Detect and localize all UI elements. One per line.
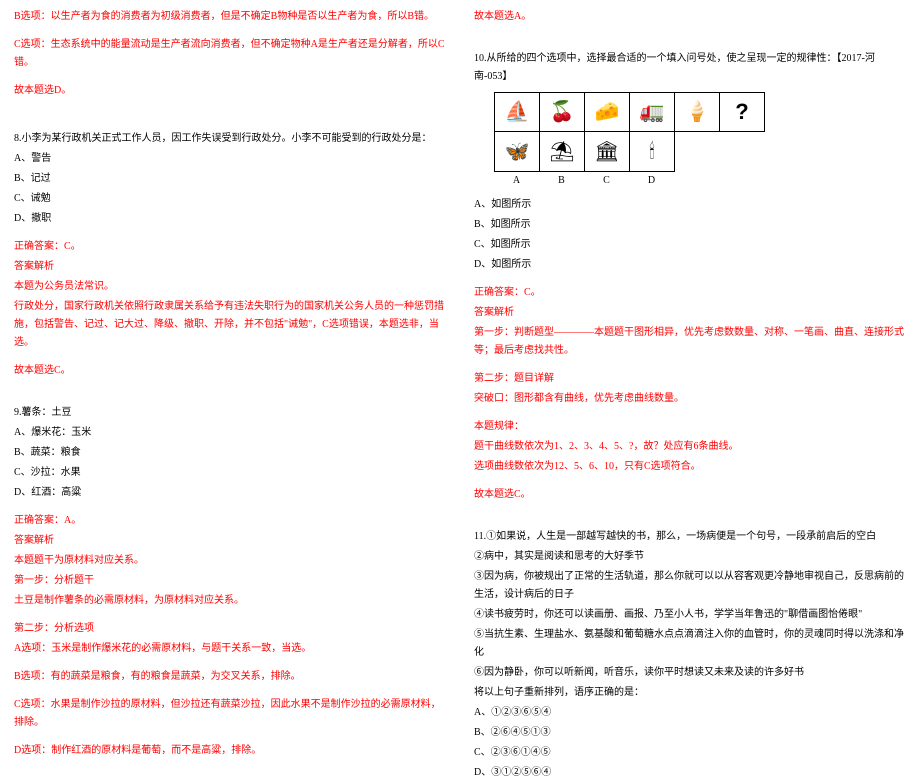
q8-answer: 正确答案：C。 bbox=[14, 238, 446, 256]
answer-d: 故本题选D。 bbox=[14, 82, 446, 100]
fig-cell: ⛵ bbox=[495, 92, 540, 132]
fig-cell: 🧀 bbox=[585, 92, 630, 132]
q8-opt-b: B、记过 bbox=[14, 170, 446, 188]
q11-line5: ⑤当抗生素、生理盐水、氨基酸和葡萄糖水点点滴滴注入你的血管时，你的灵魂同时得以洗… bbox=[474, 626, 906, 662]
q8-opt-d: D、撤职 bbox=[14, 210, 446, 228]
q9-opt-d: D、红酒：高粱 bbox=[14, 484, 446, 502]
q10-jx-head: 答案解析 bbox=[474, 304, 906, 322]
q9-step1: 第一步：分析题干 bbox=[14, 572, 446, 590]
q11-line4: ④读书疲劳时，你还可以读画册、画报、乃至小人书，学学当年鲁迅的"聊借画图怡倦眼" bbox=[474, 606, 906, 624]
q10-opt-d: D、如图所示 bbox=[474, 256, 906, 274]
q11-line7: 将以上句子重新排列，语序正确的是： bbox=[474, 684, 906, 702]
q9-answer: 正确答案：A。 bbox=[14, 512, 446, 530]
q10-step1: 第一步：判断题型————本题题干图形相异，优先考虑数数量、对称、一笔画、曲直、连… bbox=[474, 324, 906, 360]
q11-line1: 11.①如果说，人生是一部越写越快的书，那么，一场病便是一个句号，一段承前启后的… bbox=[474, 528, 906, 546]
right-column: 故本题选A。 10.从所给的四个选项中，选择最合适的一个填入问号处，使之呈现一定… bbox=[460, 0, 920, 651]
q9-step2: 第二步：分析选项 bbox=[14, 620, 446, 638]
q9-opt-b: B、蔬菜：粮食 bbox=[14, 444, 446, 462]
q11-opt-c: C、②③⑥①④⑤ bbox=[474, 744, 906, 762]
q10-answer: 正确答案：C。 bbox=[474, 284, 906, 302]
q11-line3: ③因为病，你被规出了正常的生活轨道，那么你就可以以从容客观更冷静地审视自己，反思… bbox=[474, 568, 906, 604]
q10-step2: 第二步：题目详解 bbox=[474, 370, 906, 388]
figure-row1: ⛵ 🍒 🧀 🚛 🍦 ? bbox=[494, 92, 765, 132]
q11-opt-d: D、③①②⑤⑥④ bbox=[474, 764, 906, 782]
figure-labels: A B C D bbox=[494, 172, 674, 190]
fig-cell: ⛱ bbox=[540, 132, 585, 172]
q9-c-exp: C选项：水果是制作沙拉的原材料，但沙拉还有蔬菜沙拉，因此水果不是制作沙拉的必需原… bbox=[14, 696, 446, 732]
q9-stem: 9.薯条：土豆 bbox=[14, 404, 446, 422]
option-b-exp: B选项：以生产者为食的消费者为初级消费者，但是不确定B物种是否以生产者为食，所以… bbox=[14, 8, 446, 26]
left-column: B选项：以生产者为食的消费者为初级消费者，但是不确定B物种是否以生产者为食，所以… bbox=[0, 0, 460, 651]
fig-label: B bbox=[539, 172, 584, 190]
q9-jx1: 本题题干为原材料对应关系。 bbox=[14, 552, 446, 570]
q9-opt-c: C、沙拉：水果 bbox=[14, 464, 446, 482]
fig-cell: 🚛 bbox=[630, 92, 675, 132]
fig-label: C bbox=[584, 172, 629, 190]
q10-breakthrough: 突破口：图形都含有曲线，优先考虑曲线数量。 bbox=[474, 390, 906, 408]
q8-stem: 8.小李为某行政机关正式工作人员，因工作失误受到行政处分。小李不可能受到的行政处… bbox=[14, 130, 446, 148]
q10-opt-b: B、如图所示 bbox=[474, 216, 906, 234]
q9-jx-head: 答案解析 bbox=[14, 532, 446, 550]
figure-row2: 🦋 ⛱ 🏛 🕯 bbox=[494, 132, 675, 172]
q8-conclusion: 故本题选C。 bbox=[14, 362, 446, 380]
fig-label: D bbox=[629, 172, 674, 190]
q9-step1-text: 土豆是制作薯条的必需原材料，为原材料对应关系。 bbox=[14, 592, 446, 610]
fig-cell: 🍦 bbox=[675, 92, 720, 132]
q11-opt-b: B、②⑥④⑤①③ bbox=[474, 724, 906, 742]
q8-jx1: 本题为公务员法常识。 bbox=[14, 278, 446, 296]
q10-conclusion: 故本题选C。 bbox=[474, 486, 906, 504]
q11-line2: ②病中，其实是阅读和思考的大好季节 bbox=[474, 548, 906, 566]
q10-rule1: 题干曲线数依次为1、2、3、4、5、?，故？处应有6条曲线。 bbox=[474, 438, 906, 456]
q10-figure: ⛵ 🍒 🧀 🚛 🍦 ? 🦋 ⛱ 🏛 🕯 A B C D bbox=[494, 92, 906, 190]
option-c-exp: C选项：生态系统中的能量流动是生产者流向消费者，但不确定物种A是生产者还是分解者… bbox=[14, 36, 446, 72]
q11-line6: ⑥因为静卧，你可以听新闻，听音乐，读你平时想读又未来及读的许多好书 bbox=[474, 664, 906, 682]
q9-a-exp: A选项：玉米是制作爆米花的必需原材料，与题干关系一致，当选。 bbox=[14, 640, 446, 658]
q10-rule-head: 本题规律： bbox=[474, 418, 906, 436]
fig-cell-question: ? bbox=[720, 92, 765, 132]
q9-d-exp: D选项：制作红酒的原材料是葡萄，而不是高粱，排除。 bbox=[14, 742, 446, 760]
q10-rule2: 选项曲线数依次为12、5、6、10，只有C选项符合。 bbox=[474, 458, 906, 476]
q8-opt-a: A、警告 bbox=[14, 150, 446, 168]
q10-opt-a: A、如图所示 bbox=[474, 196, 906, 214]
q11-opt-a: A、①②③⑥⑤④ bbox=[474, 704, 906, 722]
q8-jx2: 行政处分，国家行政机关依照行政隶属关系给予有违法失职行为的国家机关公务人员的一种… bbox=[14, 298, 446, 352]
document-page: B选项：以生产者为食的消费者为初级消费者，但是不确定B物种是否以生产者为食，所以… bbox=[0, 0, 920, 651]
q8-opt-c: C、诫勉 bbox=[14, 190, 446, 208]
q9-opt-a: A、爆米花：玉米 bbox=[14, 424, 446, 442]
fig-label: A bbox=[494, 172, 539, 190]
answer-a-top: 故本题选A。 bbox=[474, 8, 906, 26]
fig-cell: 🏛 bbox=[585, 132, 630, 172]
fig-cell: 🕯 bbox=[630, 132, 675, 172]
q10-opt-c: C、如图所示 bbox=[474, 236, 906, 254]
fig-cell: 🍒 bbox=[540, 92, 585, 132]
q9-b-exp: B选项：有的蔬菜是粮食，有的粮食是蔬菜，为交叉关系，排除。 bbox=[14, 668, 446, 686]
q10-stem: 10.从所给的四个选项中，选择最合适的一个填入问号处，使之呈现一定的规律性：【2… bbox=[474, 50, 906, 86]
fig-cell: 🦋 bbox=[495, 132, 540, 172]
q8-jx-head: 答案解析 bbox=[14, 258, 446, 276]
